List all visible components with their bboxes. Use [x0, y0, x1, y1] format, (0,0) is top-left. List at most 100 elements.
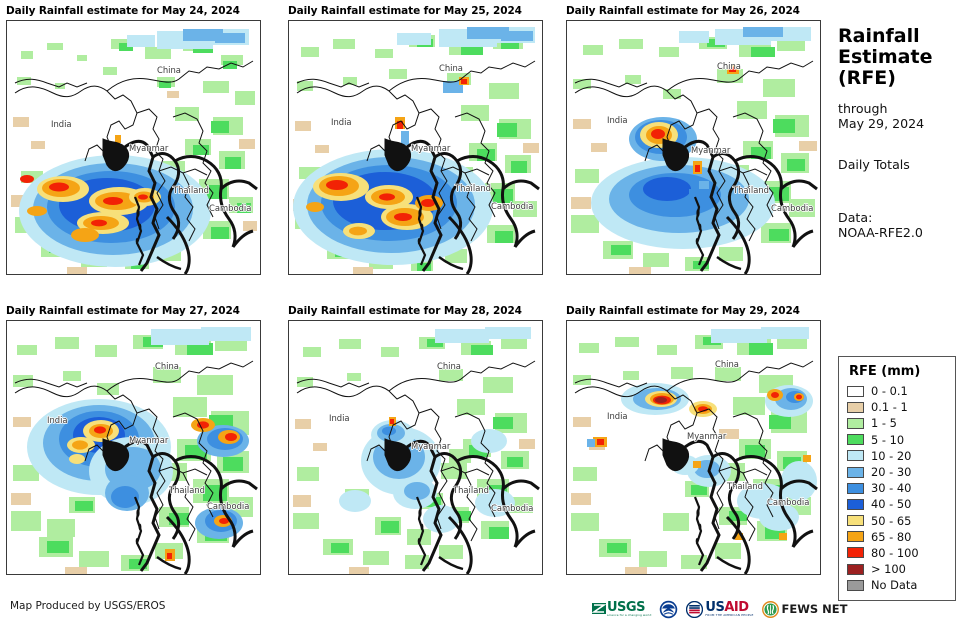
legend-swatch [847, 498, 864, 510]
panel-title: Daily Rainfall estimate for May 27, 2024 [6, 305, 240, 317]
legend-label: No Data [871, 578, 918, 593]
legend-title: RFE (mm) [849, 364, 921, 379]
legend-row: 65 - 80 [847, 529, 949, 545]
legend-row: No Data [847, 577, 949, 593]
country-label-china: China [437, 361, 461, 371]
panel-title: Daily Rainfall estimate for May 29, 2024 [566, 305, 800, 317]
country-label-myanmar: Myanmar [687, 431, 727, 441]
usgs-logo-tagline: science for a changing world [607, 613, 652, 618]
country-label-cambodia: Cambodia [771, 203, 813, 213]
fews-net-logo-text: FEWS NET [781, 602, 848, 616]
legend-label: 1 - 5 [871, 416, 897, 431]
legend-row: 1 - 5 [847, 415, 949, 431]
country-label-thailand: Thailand [452, 485, 489, 495]
country-label-myanmar: Myanmar [691, 145, 731, 155]
through-date: May 29, 2024 [838, 116, 925, 131]
legend-swatch [847, 466, 864, 478]
country-label-thailand: Thailand [726, 481, 763, 491]
rainfall-map: China India Myanmar Thailand Cambodia [289, 321, 542, 574]
country-label-cambodia: Cambodia [207, 501, 249, 511]
rainfall-map: China India Myanmar Thailand Cambodia [567, 321, 820, 574]
title-line-2: Estimate [838, 46, 933, 68]
data-label: Data: [838, 210, 873, 225]
title-line-1: Rainfall [838, 25, 920, 47]
usaid-logo-tagline: FROM THE AMERICAN PEOPLE [705, 613, 754, 618]
country-label-china: China [157, 65, 181, 75]
country-label-china: China [717, 61, 741, 71]
country-label-cambodia: Cambodia [491, 503, 533, 513]
map-panel-may-25: Daily Rainfall estimate for May 25, 2024 [282, 4, 549, 276]
legend-swatch [847, 434, 864, 446]
panel-title: Daily Rainfall estimate for May 25, 2024 [288, 5, 522, 17]
legend-row: 30 - 40 [847, 480, 949, 496]
legend-label: 20 - 30 [871, 465, 912, 480]
map-frame[interactable]: China India Myanmar Thailand Cambodia [288, 320, 543, 575]
map-frame[interactable]: China India Myanmar Thailand Cambodia [566, 320, 821, 575]
country-label-myanmar: Myanmar [411, 143, 451, 153]
legend-swatch [847, 482, 864, 494]
legend-row: 20 - 30 [847, 464, 949, 480]
fews-net-globe-icon [761, 600, 779, 618]
rainfall-map: China India Myanmar Thailand Cambodia [7, 321, 260, 574]
map-credit: Map Produced by USGS/EROS [10, 600, 166, 612]
title-line-3: (RFE) [838, 67, 896, 89]
legend-row: 10 - 20 [847, 448, 949, 464]
title-block: Rainfall Estimate (RFE) through May 29, … [838, 25, 966, 241]
usgs-logo: USGS science for a changing world [592, 598, 651, 620]
country-label-india: India [607, 115, 628, 125]
country-label-myanmar: Myanmar [129, 435, 169, 445]
usgs-mark-icon [592, 603, 606, 614]
country-label-cambodia: Cambodia [767, 497, 809, 507]
through-label: through [838, 101, 888, 116]
rainfall-map: China India Myanmar Thailand Cambodia [567, 21, 820, 274]
legend-swatch [847, 417, 864, 429]
legend-label: > 100 [871, 562, 906, 577]
legend-label: 40 - 50 [871, 497, 912, 512]
map-frame[interactable]: China India Myanmar Thailand Cambodia [6, 320, 261, 575]
legend-label: 80 - 100 [871, 545, 919, 560]
country-label-china: China [715, 359, 739, 369]
panel-title: Daily Rainfall estimate for May 28, 2024 [288, 305, 522, 317]
legend-swatch [847, 450, 864, 462]
map-frame[interactable]: China India Myanmar Thailand Cambodia [6, 20, 261, 275]
country-label-china: China [155, 361, 179, 371]
legend-swatch [847, 515, 864, 527]
country-label-thailand: Thailand [454, 183, 491, 193]
logo-bar: USGS science for a changing world USAID … [592, 598, 848, 620]
map-frame[interactable]: China India Myanmar Thailand Cambodia [288, 20, 543, 275]
map-panel-may-27: Daily Rainfall estimate for May 27, 2024 [0, 304, 267, 576]
map-frame[interactable]: China India Myanmar Thailand Cambodia [566, 20, 821, 275]
usaid-logo: USAID FROM THE AMERICAN PEOPLE [686, 598, 753, 620]
legend-swatch [847, 579, 864, 591]
fews-net-logo: FEWS NET [761, 598, 848, 620]
legend-label: 0.1 - 1 [871, 400, 908, 415]
legend-swatch [847, 401, 864, 413]
country-label-cambodia: Cambodia [209, 203, 251, 213]
legend-row: 5 - 10 [847, 432, 949, 448]
rainfall-map: China India Myanmar Thailand Cambodia [289, 21, 542, 274]
country-label-india: India [331, 117, 352, 127]
country-label-myanmar: Myanmar [411, 441, 451, 451]
data-source: NOAA-RFE2.0 [838, 225, 923, 240]
rainfall-map: China India Myanmar Thailand Cambodia [7, 21, 260, 274]
country-label-thailand: Thailand [168, 485, 205, 495]
noaa-logo [659, 598, 678, 620]
map-panel-may-28: Daily Rainfall estimate for May 28, 2024 [282, 304, 549, 576]
legend-row: 0.1 - 1 [847, 399, 949, 415]
usaid-seal-icon [686, 600, 704, 618]
legend-label: 5 - 10 [871, 432, 905, 447]
country-label-india: India [51, 119, 72, 129]
country-label-china: China [439, 63, 463, 73]
legend-row: 0 - 0.1 [847, 383, 949, 399]
legend-swatch [847, 547, 864, 559]
legend-label: 0 - 0.1 [871, 384, 908, 399]
legend-label: 65 - 80 [871, 529, 912, 544]
country-label-myanmar: Myanmar [129, 143, 169, 153]
legend-swatch [847, 385, 864, 397]
country-label-india: India [329, 413, 350, 423]
legend-row: 80 - 100 [847, 545, 949, 561]
country-label-cambodia: Cambodia [491, 201, 533, 211]
country-label-thailand: Thailand [172, 185, 209, 195]
